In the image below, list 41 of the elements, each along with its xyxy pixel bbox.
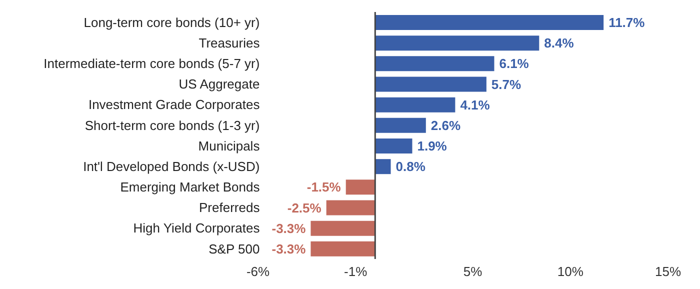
- y-tick-label: Treasuries: [198, 35, 260, 50]
- data-label: 6.1%: [499, 56, 530, 72]
- bar: [310, 220, 376, 236]
- y-tick-label: Municipals: [198, 138, 260, 154]
- x-tick-label: 15%: [654, 264, 682, 280]
- y-tick-label: Long-term core bonds (10+ yr): [84, 14, 260, 30]
- bar: [375, 118, 426, 133]
- y-tick-label: US Aggregate: [178, 76, 260, 92]
- y-tick-label: Intermediate-term core bonds (5-7 yr): [44, 56, 260, 72]
- data-label: 8.4%: [544, 36, 574, 51]
- data-label: 0.8%: [396, 159, 426, 174]
- bar: [375, 56, 494, 72]
- y-tick-label: Investment Grade Corporates: [88, 97, 260, 112]
- y-tick-label: Int'l Developed Bonds (x-USD): [83, 158, 260, 174]
- bar: [375, 159, 391, 174]
- bar: [375, 97, 456, 112]
- x-tick-label: -6%: [246, 264, 270, 280]
- data-label: -1.5%: [306, 180, 342, 195]
- bar: [326, 200, 376, 216]
- data-label: 5.7%: [491, 76, 522, 92]
- x-tick-label: -1%: [344, 264, 368, 280]
- data-label: -3.3%: [272, 241, 306, 256]
- bar: [375, 76, 486, 92]
- y-tick-label: High Yield Corporates: [133, 220, 260, 236]
- bar: [375, 138, 412, 154]
- bar: [346, 180, 376, 195]
- data-label: -3.3%: [272, 220, 306, 236]
- y-tick-label: Preferreds: [199, 200, 260, 216]
- data-label: -2.5%: [287, 200, 322, 216]
- bar: [375, 36, 540, 51]
- data-label: 2.6%: [430, 118, 461, 133]
- x-tick-label: 5%: [463, 264, 483, 280]
- y-tick-label: S&P 500: [208, 241, 260, 256]
- x-tick-label: 10%: [557, 264, 584, 280]
- data-label: 11.7%: [608, 15, 646, 30]
- y-tick-label: Short-term core bonds (1-3 yr): [84, 118, 260, 133]
- bar: [375, 15, 604, 30]
- data-label: 1.9%: [417, 138, 448, 154]
- data-label: 4.1%: [460, 97, 490, 112]
- y-tick-label: Emerging Market Bonds: [120, 180, 260, 195]
- bar: [310, 241, 376, 256]
